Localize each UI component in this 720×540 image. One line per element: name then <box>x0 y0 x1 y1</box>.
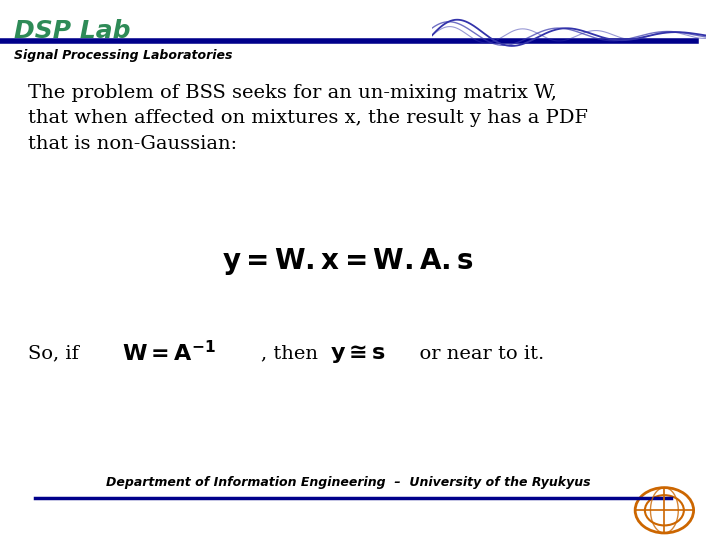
Text: or near to it.: or near to it. <box>407 345 544 363</box>
Text: , then: , then <box>261 345 318 363</box>
Text: Signal Processing Laboratories: Signal Processing Laboratories <box>14 49 233 62</box>
Text: Department of Information Engineering  –  University of the Ryukyus: Department of Information Engineering – … <box>106 476 590 489</box>
Text: $\mathbf{y = W.x = W.A.s}$: $\mathbf{y = W.x = W.A.s}$ <box>222 246 474 278</box>
Text: The problem of BSS seeks for an un-mixing matrix W,
that when affected on mixtur: The problem of BSS seeks for an un-mixin… <box>28 84 588 153</box>
Text: So, if: So, if <box>28 345 78 363</box>
Text: $\mathbf{W = A^{-1}}$: $\mathbf{W = A^{-1}}$ <box>122 341 216 366</box>
Text: $\mathbf{y \cong s}$: $\mathbf{y \cong s}$ <box>330 343 387 364</box>
Text: DSP Lab: DSP Lab <box>14 19 130 43</box>
